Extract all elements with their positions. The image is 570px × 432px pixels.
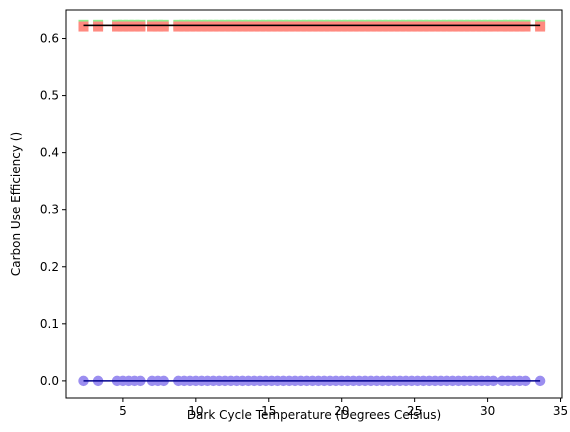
data-point xyxy=(117,21,128,32)
data-point xyxy=(249,21,260,32)
data-point xyxy=(476,21,487,32)
data-point xyxy=(497,21,508,32)
data-point xyxy=(266,21,277,32)
data-point xyxy=(406,21,417,32)
data-point xyxy=(319,21,330,32)
data-point xyxy=(365,21,376,32)
data-point xyxy=(135,21,146,32)
data-point xyxy=(360,21,371,32)
data-point xyxy=(330,21,341,32)
data-point xyxy=(152,21,163,32)
data-point xyxy=(185,21,195,32)
data-point xyxy=(348,21,359,32)
data-point xyxy=(535,21,546,32)
series-1 xyxy=(78,21,546,32)
data-point xyxy=(214,21,225,32)
data-point xyxy=(508,21,519,32)
x-tick-label: 5 xyxy=(119,404,127,418)
x-tick-label: 30 xyxy=(480,404,495,418)
data-point xyxy=(78,21,89,32)
x-axis-label: Dark Cycle Temperature (Degrees Celsius) xyxy=(187,408,441,422)
data-point xyxy=(383,21,394,32)
data-point xyxy=(202,21,213,32)
data-point xyxy=(301,21,312,32)
data-point xyxy=(336,21,347,32)
data-point xyxy=(243,21,254,32)
data-point xyxy=(342,21,353,32)
data-point xyxy=(290,21,301,32)
data-point xyxy=(129,21,140,32)
data-point xyxy=(482,21,493,32)
x-tick-label: 20 xyxy=(334,404,349,418)
data-point xyxy=(255,21,266,32)
y-tick-label: 0.1 xyxy=(40,317,59,331)
data-point xyxy=(377,21,388,32)
plot-marks xyxy=(78,19,546,387)
data-point xyxy=(488,21,499,32)
data-point xyxy=(173,21,184,32)
data-point xyxy=(220,21,231,32)
data-point xyxy=(400,21,411,32)
data-point xyxy=(272,21,283,32)
data-point xyxy=(93,21,104,32)
data-point xyxy=(447,21,458,32)
data-point xyxy=(278,21,289,32)
data-point xyxy=(123,21,134,32)
x-tick-label: 25 xyxy=(407,404,422,418)
data-point xyxy=(112,21,123,32)
data-point xyxy=(179,21,190,32)
data-point xyxy=(441,21,452,32)
data-point xyxy=(237,21,248,32)
data-point xyxy=(225,21,236,32)
data-point xyxy=(470,21,481,32)
data-point xyxy=(430,21,441,32)
y-tick-label: 0.5 xyxy=(40,89,59,103)
y-tick-label: 0.3 xyxy=(40,203,59,217)
data-point xyxy=(313,21,324,32)
data-point xyxy=(231,21,242,32)
data-point xyxy=(260,21,271,32)
data-point xyxy=(307,21,318,32)
data-point xyxy=(325,21,336,32)
axis-ticks: 5 10 15 20 25 30 35 0.0 0.1 0.2 0.3 0.4 0.5 0.6 xyxy=(40,32,568,418)
data-point xyxy=(424,21,435,32)
data-point xyxy=(418,21,429,32)
data-point xyxy=(459,21,470,32)
data-point xyxy=(520,21,531,32)
data-point xyxy=(453,21,464,32)
y-axis-label: Carbon Use Efficiency () xyxy=(9,132,23,276)
data-point xyxy=(412,21,423,32)
x-tick-label: 15 xyxy=(261,404,276,418)
y-tick-label: 0.0 xyxy=(40,374,59,388)
data-point xyxy=(389,21,400,32)
plot-frame xyxy=(65,9,563,399)
data-point xyxy=(465,21,476,32)
data-point xyxy=(371,21,382,32)
y-tick-label: 0.2 xyxy=(40,260,59,274)
data-point xyxy=(514,21,525,32)
x-tick-label: 35 xyxy=(553,404,568,418)
data-point xyxy=(284,21,295,32)
data-point xyxy=(435,21,446,32)
data-point xyxy=(147,21,158,32)
data-point xyxy=(395,21,406,32)
data-point xyxy=(354,21,365,32)
y-tick-label: 0.6 xyxy=(40,32,59,46)
data-point xyxy=(196,21,207,32)
data-point xyxy=(208,21,219,32)
data-point xyxy=(295,21,306,32)
data-point xyxy=(503,21,514,32)
data-point xyxy=(190,21,201,32)
x-tick-label: 10 xyxy=(188,404,203,418)
data-point xyxy=(158,21,169,32)
y-tick-label: 0.4 xyxy=(40,146,59,160)
